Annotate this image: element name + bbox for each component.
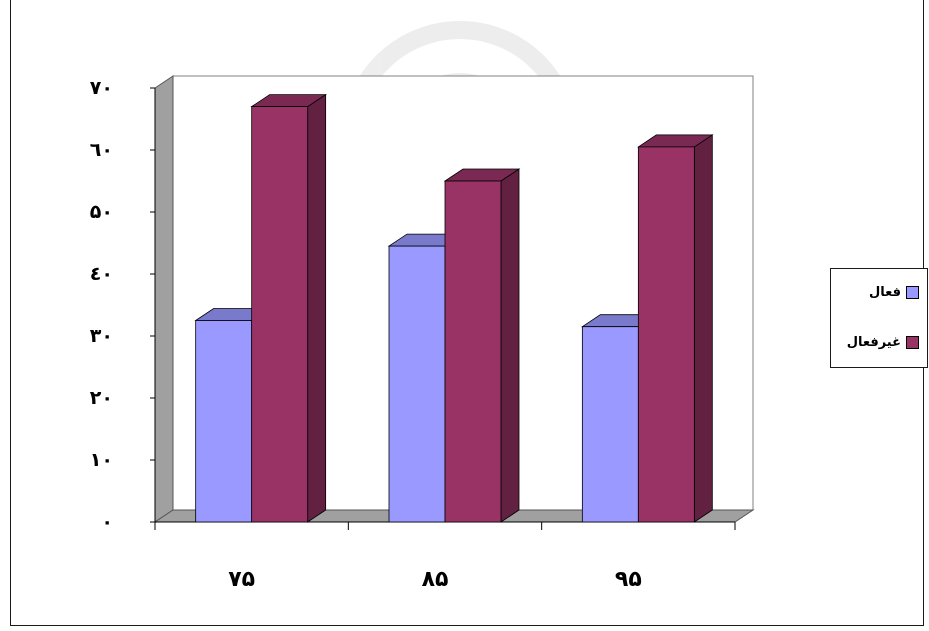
bar-side: [307, 93, 327, 523]
legend-swatch-inactive: [906, 336, 919, 349]
legend-swatch-active: [906, 286, 919, 299]
y-tick-label: ۵۰: [90, 201, 113, 223]
x-tick-label: ۹۵: [615, 567, 642, 592]
bar: [251, 106, 309, 523]
plot-side-wall: [154, 75, 174, 523]
y-tick-label: ۲۰: [90, 387, 113, 409]
chart-legend: فعال غیرفعال: [830, 268, 928, 368]
bar-group: [250, 93, 327, 523]
y-tick-label: ٦۰: [90, 139, 113, 161]
y-tick-label: ۳۰: [90, 325, 113, 347]
bar-side: [500, 168, 520, 523]
y-tick-label: ۱۰: [90, 449, 113, 471]
x-tick-label: ۸۵: [422, 567, 449, 592]
bar: [444, 180, 502, 523]
y-tick-label: ٤۰: [90, 263, 113, 285]
y-tick-label: ۷۰: [90, 77, 113, 99]
legend-label-inactive: غیرفعال: [846, 335, 901, 350]
bar-group: [443, 168, 521, 523]
y-tick-label: ۰: [101, 511, 113, 533]
legend-item-inactive: غیرفعال: [847, 335, 919, 350]
bar: [637, 146, 695, 523]
legend-item-active: فعال: [869, 285, 919, 300]
bar: [581, 326, 639, 523]
bar-group: [637, 134, 714, 523]
x-tick-label: ۷۵: [228, 567, 255, 592]
legend-label-active: فعال: [868, 285, 901, 300]
bar-side: [693, 134, 713, 523]
bar: [195, 320, 253, 523]
bar: [388, 245, 446, 523]
